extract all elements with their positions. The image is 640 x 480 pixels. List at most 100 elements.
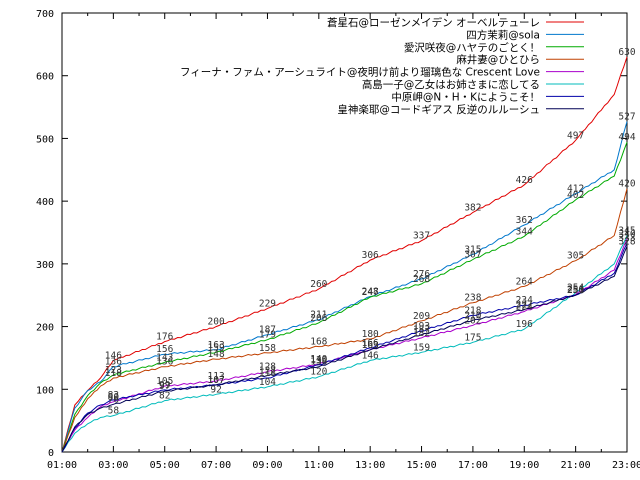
data-label: 179 <box>259 330 276 341</box>
data-label: 206 <box>310 313 327 324</box>
data-label: 227 <box>516 300 533 311</box>
data-label: 315 <box>464 244 481 255</box>
data-label: 180 <box>362 329 379 340</box>
x-tick-label: 09:00 <box>252 460 282 471</box>
data-label: 83 <box>108 390 119 401</box>
data-label: 158 <box>259 343 276 354</box>
legend-entry-label: 四方茉莉@sola <box>466 28 540 41</box>
data-label: 362 <box>516 215 533 226</box>
data-label: 382 <box>464 202 481 213</box>
data-label: 97 <box>159 381 170 392</box>
data-label: 163 <box>208 340 225 351</box>
data-label: 80 <box>108 392 120 403</box>
data-label: 494 <box>618 132 635 143</box>
data-label: 210 <box>464 310 481 321</box>
series-line <box>61 246 628 453</box>
y-tick-label: 0 <box>48 448 54 459</box>
y-tick-label: 500 <box>36 134 54 145</box>
data-label: 140 <box>310 354 327 365</box>
data-label: 120 <box>310 367 327 378</box>
x-tick-label: 07:00 <box>201 460 231 471</box>
data-label: 248 <box>362 286 379 297</box>
legend-entry-label: 中原岬@N・H・Kにようこそ！ <box>391 90 540 103</box>
data-label: 143 <box>156 352 173 363</box>
data-label: 163 <box>362 340 379 351</box>
data-label: 229 <box>259 298 276 309</box>
y-tick-label: 300 <box>36 260 54 271</box>
data-label: 196 <box>516 319 533 330</box>
data-label: 148 <box>208 349 225 360</box>
data-label: 497 <box>567 130 584 141</box>
data-label: 247 <box>362 287 379 298</box>
data-label: 118 <box>105 368 122 379</box>
y-tick-label: 700 <box>36 9 54 20</box>
data-label: 224 <box>516 302 533 313</box>
data-label: 333 <box>618 233 635 244</box>
data-label: 234 <box>516 295 533 306</box>
data-label: 107 <box>208 375 225 386</box>
series-line <box>61 235 628 453</box>
data-label: 251 <box>567 285 584 296</box>
data-label: 402 <box>567 190 584 201</box>
data-label: 168 <box>310 337 327 348</box>
x-tick-label: 13:00 <box>355 460 385 471</box>
y-tick-label: 200 <box>36 323 54 334</box>
data-label: 92 <box>210 384 221 395</box>
data-label: 105 <box>156 376 173 387</box>
data-label: 426 <box>516 175 533 186</box>
data-label: 344 <box>516 226 533 237</box>
x-tick-label: 21:00 <box>561 460 591 471</box>
data-label: 254 <box>567 283 584 294</box>
data-label: 306 <box>362 250 379 261</box>
data-label: 136 <box>105 357 122 368</box>
data-label: 250 <box>567 285 584 296</box>
data-label: 250 <box>567 285 584 296</box>
data-label: 146 <box>105 350 122 361</box>
y-tick-label: 600 <box>36 72 54 83</box>
y-tick-label: 100 <box>36 385 54 396</box>
data-label: 337 <box>413 231 430 242</box>
series-lines <box>61 56 628 453</box>
x-tick-label: 05:00 <box>150 460 180 471</box>
x-tick-label: 23:00 <box>612 460 640 471</box>
legend-entry-label: フィーナ・ファム・アーシュライト@夜明け前より瑠璃色な Crescent Lov… <box>180 66 540 79</box>
data-label: 159 <box>413 342 430 353</box>
data-label: 307 <box>464 249 481 260</box>
data-label: 209 <box>413 311 430 322</box>
x-tick-label: 03:00 <box>98 460 128 471</box>
legend-entry-label: 麻井妻@ひとひら <box>456 53 540 66</box>
data-label: 99 <box>159 380 171 391</box>
data-label: 122 <box>259 365 276 376</box>
series-line <box>61 238 628 453</box>
data-label: 412 <box>567 184 584 195</box>
data-label: 200 <box>208 317 225 328</box>
x-tick-label: 15:00 <box>406 460 436 471</box>
x-tick-label: 01:00 <box>47 460 77 471</box>
data-label: 420 <box>618 179 635 190</box>
data-label: 175 <box>464 332 481 343</box>
data-label: 211 <box>310 310 327 321</box>
data-label: 345 <box>618 226 635 237</box>
data-label: 264 <box>516 276 533 287</box>
data-label: 202 <box>464 315 481 326</box>
data-label: 76 <box>108 394 120 405</box>
data-label: 527 <box>618 111 635 122</box>
data-label: 166 <box>362 338 379 349</box>
data-label: 187 <box>259 325 276 336</box>
data-label: 268 <box>413 274 430 285</box>
data-label: 118 <box>259 368 276 379</box>
data-label: 128 <box>259 362 276 373</box>
data-label: 260 <box>310 279 327 290</box>
y-axis: 0 100 200 300 400 500 600 700 <box>36 9 627 459</box>
data-label: 630 <box>618 47 635 58</box>
data-label: 176 <box>156 332 173 343</box>
data-label: 139 <box>310 355 327 366</box>
plot-frame <box>61 12 628 453</box>
data-label: 182 <box>413 328 430 339</box>
data-label: 163 <box>362 340 379 351</box>
series-line <box>61 142 628 453</box>
series-line <box>61 121 628 453</box>
legend: 蒼星石@ローゼンメイデン オーベルテューレ四方茉莉@sola愛沢咲夜@ハヤテのご… <box>180 16 584 116</box>
data-label: 218 <box>464 305 481 316</box>
